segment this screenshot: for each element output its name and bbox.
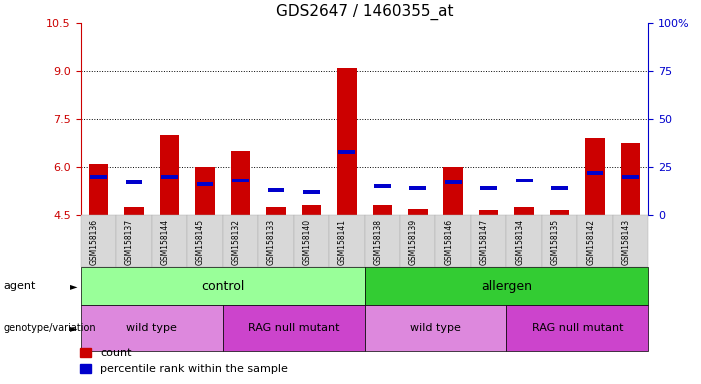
Text: GSM158143: GSM158143 [622,219,631,265]
Bar [266,207,285,215]
Bar [231,151,250,215]
Text: GSM158139: GSM158139 [409,219,418,265]
Bar [516,179,533,182]
Bar [621,143,641,215]
Bar [301,205,321,215]
Bar [125,180,142,184]
Text: GSM158135: GSM158135 [551,219,559,265]
Bar [585,138,605,215]
Text: allergen: allergen [481,280,532,293]
Text: GSM158137: GSM158137 [125,219,134,265]
Bar [303,190,320,194]
Bar [372,205,392,215]
Text: control: control [201,280,244,293]
Bar [268,188,284,192]
Bar [515,207,534,215]
Text: RAG null mutant: RAG null mutant [247,323,339,333]
Bar [90,175,107,179]
Text: GSM158133: GSM158133 [267,219,275,265]
Text: GSM158141: GSM158141 [338,219,347,265]
Text: wild type: wild type [126,323,177,333]
Text: GSM158138: GSM158138 [373,219,382,265]
Text: ►: ► [69,323,77,333]
Bar [587,171,604,175]
Bar [160,135,179,215]
Text: wild type: wild type [410,323,461,333]
Bar [408,209,428,215]
Bar [337,68,357,215]
Text: GSM158145: GSM158145 [196,219,205,265]
Text: agent: agent [4,281,36,291]
Text: GSM158134: GSM158134 [515,219,524,265]
Bar [88,164,108,215]
Text: GSM158132: GSM158132 [231,219,240,265]
Text: GSM158142: GSM158142 [586,219,595,265]
Bar [161,175,177,179]
Text: ►: ► [69,281,77,291]
Legend: count, percentile rank within the sample: count, percentile rank within the sample [76,343,292,379]
Bar [195,167,215,215]
Text: GSM158146: GSM158146 [444,219,454,265]
Text: GSM158144: GSM158144 [161,219,170,265]
Bar [480,186,497,190]
Text: GSM158147: GSM158147 [479,219,489,265]
Text: GSM158136: GSM158136 [89,219,98,265]
Bar [232,179,249,182]
Bar [124,207,144,215]
Bar [444,167,463,215]
Bar [550,210,569,215]
Bar [479,210,498,215]
Title: GDS2647 / 1460355_at: GDS2647 / 1460355_at [275,4,454,20]
Bar [374,184,390,188]
Bar [552,186,568,190]
Bar [445,180,461,184]
Bar [196,182,213,186]
Bar [622,175,639,179]
Bar [409,186,426,190]
Text: GSM158140: GSM158140 [302,219,311,265]
Text: RAG null mutant: RAG null mutant [531,323,623,333]
Text: genotype/variation: genotype/variation [4,323,96,333]
Bar [339,150,355,154]
